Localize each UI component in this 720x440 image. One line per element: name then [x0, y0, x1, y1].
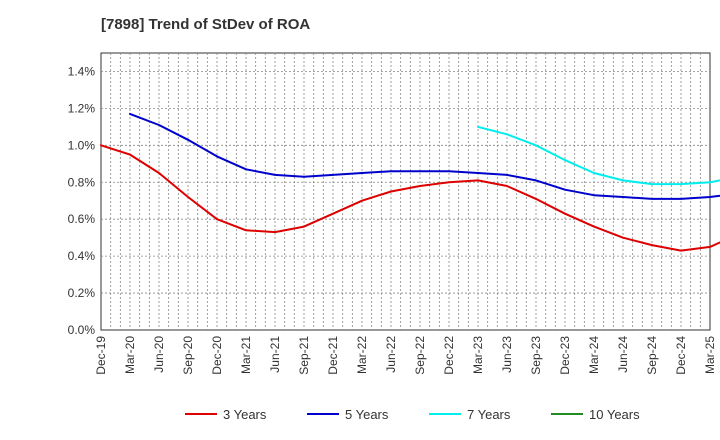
- chart-title: [7898] Trend of StDev of ROA: [101, 16, 310, 33]
- legend: 3 Years 5 Years 7 Years 10 Years: [185, 407, 640, 422]
- y-tick-label: 0.4%: [68, 249, 96, 263]
- x-tick-label: Mar-21: [239, 336, 253, 374]
- x-tick-label: Mar-25: [703, 336, 717, 374]
- y-tick-label: 0.6%: [68, 212, 96, 226]
- plot-area: [100, 52, 711, 331]
- legend-label: 5 Years: [345, 407, 389, 422]
- series-line-5-years: [129, 112, 720, 200]
- x-tick-label: Jun-24: [616, 336, 630, 373]
- y-tick-label: 1.2%: [68, 101, 96, 115]
- x-tick-label: Mar-20: [123, 336, 137, 374]
- x-tick-label: Sep-20: [181, 336, 195, 375]
- x-tick-label: Dec-21: [326, 336, 340, 375]
- legend-item: 5 Years: [307, 407, 389, 422]
- legend-label: 3 Years: [223, 407, 267, 422]
- x-tick-label: Dec-23: [558, 336, 572, 375]
- y-axis: 0.0% 0.2% 0.4% 0.6% 0.8% 1.0% 1.2% 1.4%: [68, 64, 96, 337]
- x-tick-label: Dec-24: [674, 336, 688, 375]
- grid: [101, 53, 710, 330]
- y-tick-label: 0.2%: [68, 286, 96, 300]
- y-tick-label: 1.4%: [68, 64, 96, 78]
- x-tick-label: Sep-21: [297, 336, 311, 375]
- legend-item: 10 Years: [551, 407, 640, 422]
- legend-label: 7 Years: [467, 407, 511, 422]
- x-axis: Dec-19 Mar-20 Jun-20 Sep-20 Dec-20 Mar-21 Jun-…: [94, 336, 717, 375]
- x-tick-label: Mar-22: [355, 336, 369, 374]
- x-tick-label: Sep-23: [529, 336, 543, 375]
- y-tick-label: 0.8%: [68, 175, 96, 189]
- x-tick-label: Dec-20: [210, 336, 224, 375]
- series-line-3-years: [100, 144, 720, 252]
- legend-label: 10 Years: [589, 407, 640, 422]
- x-tick-label: Jun-22: [384, 336, 398, 373]
- series-line-7-years: [477, 125, 720, 186]
- legend-item: 7 Years: [429, 407, 511, 422]
- x-tick-label: Jun-23: [500, 336, 514, 373]
- x-tick-label: Dec-19: [94, 336, 108, 375]
- y-tick-label: 0.0%: [68, 323, 96, 337]
- x-tick-label: Dec-22: [442, 336, 456, 375]
- x-tick-label: Jun-21: [268, 336, 282, 373]
- x-tick-label: Mar-23: [471, 336, 485, 374]
- legend-item: 3 Years: [185, 407, 267, 422]
- x-tick-label: Mar-24: [587, 336, 601, 374]
- x-tick-label: Sep-24: [645, 336, 659, 375]
- x-tick-label: Sep-22: [413, 336, 427, 375]
- x-tick-label: Jun-20: [152, 336, 166, 373]
- y-tick-label: 1.0%: [68, 138, 96, 152]
- series-lines: [100, 112, 720, 252]
